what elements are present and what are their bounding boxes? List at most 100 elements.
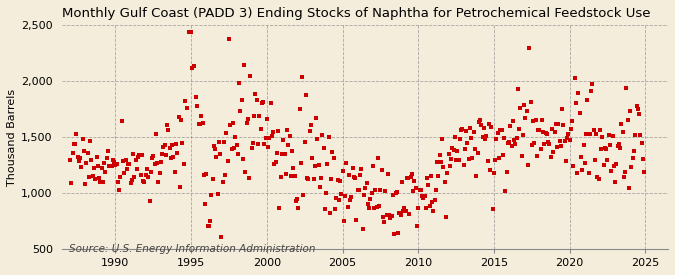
Point (393, 231, 404, 235)
Point (603, 133, 614, 137)
Point (302, 176, 313, 180)
Point (400, 209, 411, 213)
Point (457, 127, 468, 131)
Point (231, 142, 242, 147)
Point (508, 119, 518, 123)
Point (544, 142, 555, 146)
Point (232, 152, 243, 156)
Point (438, 165, 449, 170)
Point (452, 149, 463, 153)
Point (574, 111, 585, 116)
Point (516, 154, 527, 158)
Point (289, 174, 300, 178)
Point (241, 121, 252, 125)
Point (344, 172, 354, 177)
Point (198, 173, 209, 178)
Point (582, 98, 593, 102)
Point (389, 232, 400, 236)
Point (263, 145, 273, 150)
Point (557, 107, 568, 112)
Point (275, 175, 286, 179)
Point (625, 109, 636, 113)
Point (639, 170, 649, 175)
Point (250, 92, 261, 96)
Point (270, 159, 281, 164)
Point (427, 200, 437, 204)
Point (286, 174, 296, 178)
Point (115, 175, 126, 179)
Point (120, 158, 131, 163)
Point (502, 141, 513, 145)
Point (636, 141, 647, 145)
Point (66, 180, 77, 185)
Point (315, 185, 325, 189)
Point (255, 127, 266, 131)
Point (244, 176, 254, 181)
Point (293, 206, 304, 210)
Point (450, 134, 460, 139)
Point (312, 137, 323, 142)
Point (525, 100, 536, 104)
Point (319, 207, 330, 211)
Point (122, 167, 132, 171)
Point (264, 136, 275, 140)
Point (278, 138, 289, 142)
Point (169, 170, 180, 174)
Point (130, 158, 141, 162)
Point (338, 219, 349, 224)
Point (489, 170, 500, 175)
Point (481, 133, 492, 138)
Point (531, 154, 542, 158)
Point (104, 164, 115, 169)
Point (267, 134, 277, 138)
Point (362, 202, 373, 206)
Point (627, 156, 638, 160)
Point (511, 136, 522, 140)
Point (194, 122, 205, 127)
Point (447, 146, 458, 150)
Point (354, 188, 364, 192)
Point (406, 172, 417, 177)
Point (234, 80, 244, 85)
Point (402, 176, 412, 180)
Point (602, 157, 613, 162)
Point (541, 132, 552, 136)
Point (259, 141, 270, 146)
Point (346, 195, 357, 200)
Point (551, 145, 562, 149)
Point (154, 170, 165, 175)
Point (439, 179, 450, 184)
Point (211, 154, 222, 159)
Point (550, 121, 561, 126)
Point (617, 130, 628, 134)
Point (568, 164, 579, 169)
Point (190, 18, 200, 22)
Point (374, 204, 385, 209)
Point (462, 141, 473, 145)
Point (425, 173, 436, 178)
Point (548, 150, 559, 155)
Point (274, 206, 285, 210)
Point (221, 131, 232, 135)
Point (248, 141, 259, 145)
Point (100, 170, 111, 174)
Point (116, 119, 127, 123)
Point (107, 158, 118, 162)
Point (493, 155, 504, 160)
Point (220, 173, 231, 177)
Point (593, 177, 604, 181)
Point (476, 123, 487, 128)
Point (441, 215, 452, 219)
Point (76, 164, 87, 169)
Point (413, 206, 424, 210)
Point (299, 140, 310, 145)
Text: Source: U.S. Energy Information Administration: Source: U.S. Energy Information Administ… (69, 243, 315, 254)
Point (191, 95, 202, 99)
Point (423, 183, 434, 187)
Point (143, 175, 154, 179)
Point (136, 153, 147, 158)
Point (310, 116, 321, 120)
Point (215, 152, 225, 156)
Point (84, 175, 95, 179)
Point (367, 164, 378, 168)
